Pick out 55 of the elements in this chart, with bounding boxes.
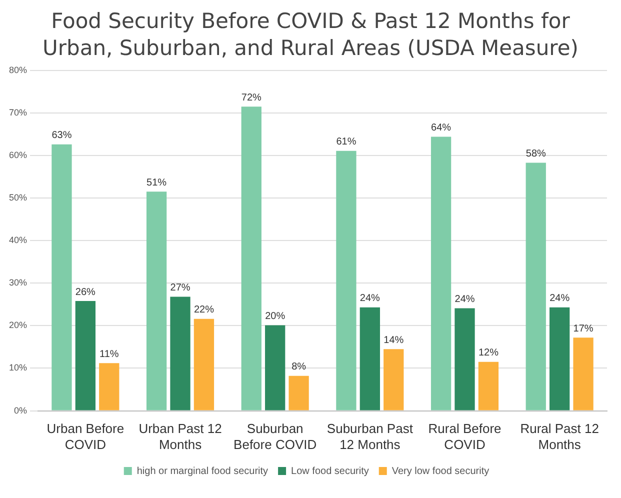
bar xyxy=(52,144,72,410)
legend-label: high or marginal food security xyxy=(136,466,268,477)
bar xyxy=(430,136,452,410)
y-tick-label: 70% xyxy=(9,107,28,118)
bar xyxy=(454,308,475,410)
data-label: 24% xyxy=(454,294,475,306)
data-label: 64% xyxy=(431,122,452,134)
bar xyxy=(336,150,356,410)
data-label: 22% xyxy=(194,304,214,316)
bar xyxy=(241,106,262,410)
bar xyxy=(550,307,570,410)
data-label: 63% xyxy=(52,130,72,142)
bar xyxy=(526,162,546,410)
data-label: 72% xyxy=(241,92,262,104)
data-label: 61% xyxy=(336,136,356,148)
y-tick-label: 10% xyxy=(9,362,28,373)
bar xyxy=(288,376,309,410)
data-label: 24% xyxy=(550,293,570,304)
bar xyxy=(146,192,167,410)
x-tick-label: Urban Past 12 Months xyxy=(138,421,222,452)
y-tick-label: 20% xyxy=(9,320,28,330)
bar xyxy=(360,307,380,410)
bar xyxy=(99,363,120,410)
y-tick-label: 40% xyxy=(9,235,28,246)
data-label: 26% xyxy=(75,286,96,298)
bar xyxy=(478,362,499,410)
y-tick-label: 0% xyxy=(14,405,28,416)
x-tick-label: Urban Before COVID xyxy=(46,421,124,452)
x-tick-label: Suburban Past 12 Months xyxy=(326,421,414,452)
bar xyxy=(194,318,214,410)
bar xyxy=(75,301,96,410)
y-tick-label: 60% xyxy=(9,150,28,160)
data-label: 20% xyxy=(265,311,286,322)
data-label: 51% xyxy=(146,177,167,188)
data-label: 58% xyxy=(526,148,546,160)
data-label: 14% xyxy=(384,334,404,346)
x-tick-label: Rural Past 12 Months xyxy=(520,421,599,452)
bar xyxy=(265,325,286,410)
data-label: 12% xyxy=(478,348,499,359)
data-label: 27% xyxy=(170,282,190,294)
chart-title: Food Security Before COVID & Past 12 Months for Urban, Suburban, and Rural Areas (USDA Measure) xyxy=(42,8,580,62)
bar xyxy=(384,349,404,410)
x-tick-label: Rural Before COVID xyxy=(428,421,502,452)
data-label: 11% xyxy=(99,348,119,360)
y-tick-label: 80% xyxy=(9,64,28,75)
bar xyxy=(170,296,190,410)
data-label: 24% xyxy=(360,293,380,304)
legend-label: Very low food security xyxy=(392,466,490,477)
data-label: 8% xyxy=(292,362,306,373)
y-tick-label: 50% xyxy=(9,192,28,203)
y-tick-label: 30% xyxy=(9,278,28,288)
x-tick-label: Suburban Before COVID xyxy=(234,421,317,452)
data-label: 17% xyxy=(573,323,594,334)
bar xyxy=(573,338,594,410)
legend-label: Low food security xyxy=(291,466,369,477)
